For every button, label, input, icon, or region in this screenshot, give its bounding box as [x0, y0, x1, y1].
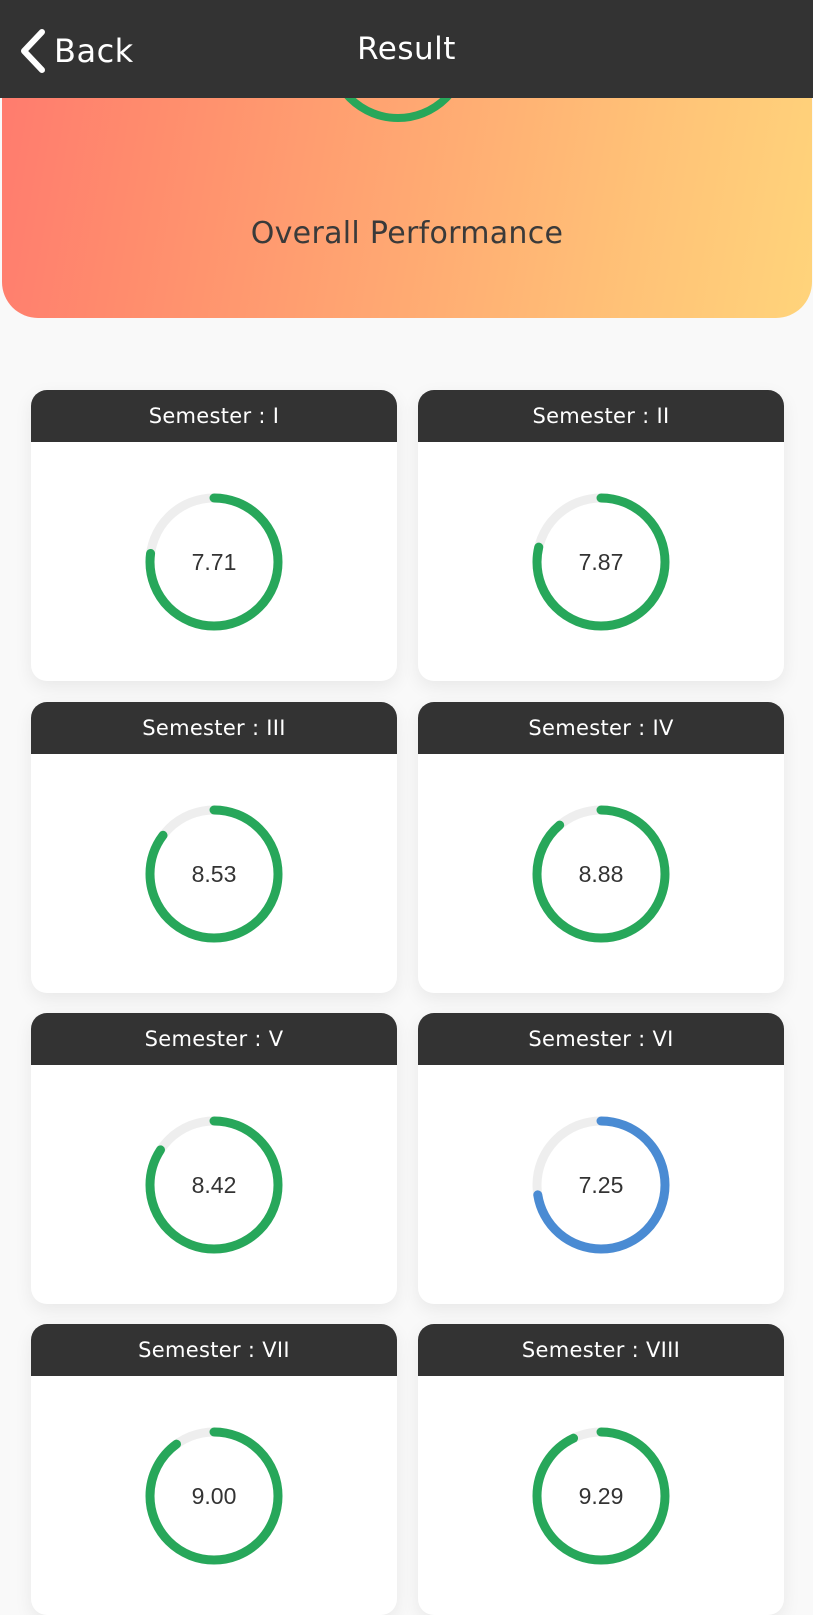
semester-score: 7.87: [578, 549, 624, 575]
semester-score: 8.53: [191, 861, 237, 887]
semester-card: Semester : V 8.42: [31, 1013, 397, 1304]
top-navigation-bar: Back Result: [0, 0, 813, 98]
chevron-left-icon: [21, 29, 45, 73]
progress-ring-arc: [145, 493, 283, 631]
semester-card-header: Semester : III: [31, 702, 397, 754]
progress-ring-svg: [532, 493, 670, 631]
semester-card-header: Semester : IV: [418, 702, 784, 754]
back-button-label: Back: [54, 32, 134, 70]
progress-ring-svg: [145, 1427, 283, 1565]
semester-card-header: Semester : VI: [418, 1013, 784, 1065]
semester-card-header: Semester : II: [418, 390, 784, 442]
semester-card: Semester : VII 9.00: [31, 1324, 397, 1615]
overall-progress-ring: [326, 60, 470, 122]
overall-performance-label: Overall Performance: [250, 216, 564, 251]
semester-score: 9.29: [578, 1483, 624, 1509]
semester-progress-ring: 8.42: [144, 1115, 284, 1255]
semester-progress-ring: 8.53: [144, 804, 284, 944]
progress-ring-svg: [532, 1116, 670, 1254]
semester-card-header: Semester : V: [31, 1013, 397, 1065]
overall-performance-panel: Overall Performance: [2, 60, 812, 318]
progress-ring-arc: [145, 1427, 283, 1565]
semester-score: 9.00: [191, 1483, 237, 1509]
semester-progress-ring: 8.88: [531, 804, 671, 944]
progress-ring-svg: [145, 493, 283, 631]
semester-card: Semester : IV 8.88: [418, 702, 784, 993]
progress-ring-arc: [532, 493, 670, 631]
progress-ring-arc: [532, 1427, 670, 1565]
page-title: Result: [357, 31, 456, 67]
semester-progress-ring: 7.87: [531, 492, 671, 632]
progress-ring-svg: [532, 805, 670, 943]
semester-progress-ring: 9.29: [531, 1426, 671, 1566]
semester-card: Semester : VIII 9.29: [418, 1324, 784, 1615]
semester-card-header: Semester : VII: [31, 1324, 397, 1376]
progress-ring-svg: [145, 805, 283, 943]
progress-ring-svg: [145, 1116, 283, 1254]
semester-progress-ring: 9.00: [144, 1426, 284, 1566]
semester-score: 7.25: [578, 1172, 624, 1198]
semester-card-header: Semester : VIII: [418, 1324, 784, 1376]
semester-card: Semester : VI 7.25: [418, 1013, 784, 1304]
semester-score: 7.71: [191, 549, 237, 575]
progress-ring-arc: [145, 1116, 283, 1254]
semester-card: Semester : II 7.87: [418, 390, 784, 681]
progress-ring-arc: [532, 805, 670, 943]
semester-score: 8.42: [191, 1172, 237, 1198]
semester-progress-ring: 7.25: [531, 1115, 671, 1255]
progress-ring-svg: [532, 1427, 670, 1565]
progress-ring-arc: [532, 1116, 670, 1254]
semester-progress-ring: 7.71: [144, 492, 284, 632]
semester-card-header: Semester : I: [31, 390, 397, 442]
semester-score: 8.88: [578, 861, 624, 887]
progress-ring-arc: [145, 805, 283, 943]
semester-card: Semester : III 8.53: [31, 702, 397, 993]
semester-card: Semester : I 7.71: [31, 390, 397, 681]
back-button[interactable]: Back: [18, 28, 134, 74]
